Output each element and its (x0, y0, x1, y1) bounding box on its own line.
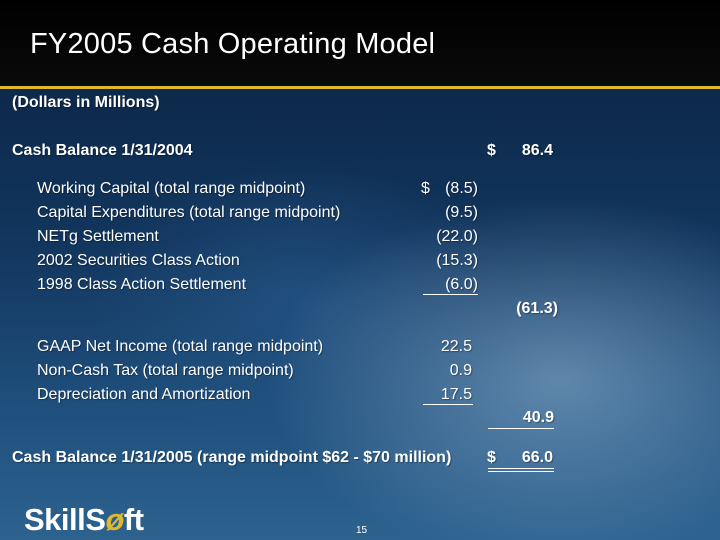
skillsoft-logo: SkillSøft (24, 502, 144, 538)
closing-balance-currency: $ (487, 449, 496, 466)
opening-balance-currency: $ (487, 142, 496, 159)
sources-row-value: 22.5 (440, 338, 472, 355)
uses-row-value: (22.0) (436, 228, 478, 245)
gold-divider (0, 86, 720, 89)
logo-text-end: ft (123, 502, 144, 537)
sources-row-label: Depreciation and Amortization (37, 386, 251, 403)
logo-swoosh-icon: ø (105, 502, 124, 537)
uses-row-value: (6.0) (445, 276, 478, 293)
closing-balance-value: 66.0 (521, 449, 553, 466)
uses-row-label: 2002 Securities Class Action (37, 252, 240, 269)
opening-balance-value: 86.4 (521, 142, 553, 159)
uses-row-value: (15.3) (436, 252, 478, 269)
uses-row-value: (8.5) (445, 180, 478, 197)
units-note: (Dollars in Millions) (12, 94, 160, 111)
uses-row-label: 1998 Class Action Settlement (37, 276, 247, 293)
uses-row-label: Capital Expenditures (total range midpoi… (37, 204, 341, 221)
logo-text-main: SkillS (24, 502, 106, 537)
sources-row-label: Non-Cash Tax (total range midpoint) (37, 362, 294, 379)
slide-title: FY2005 Cash Operating Model (30, 28, 436, 60)
uses-row-label: Working Capital (total range midpoint) (37, 180, 306, 197)
sources-total-underline (488, 428, 554, 429)
uses-total-value: (61.3) (516, 300, 558, 317)
sources-row-value: 17.5 (440, 386, 472, 403)
uses-row-value: (9.5) (445, 204, 478, 221)
closing-double-underline-top (488, 468, 554, 469)
title-bar: FY2005 Cash Operating Model (0, 0, 720, 86)
closing-double-underline-bottom (488, 471, 554, 472)
sources-total-value: 40.9 (522, 409, 554, 426)
page-number: 15 (356, 525, 368, 536)
closing-balance-label: Cash Balance 1/31/2005 (range midpoint $… (12, 449, 452, 466)
uses-row-label: NETg Settlement (37, 228, 159, 245)
sources-row-value: 0.9 (449, 362, 472, 379)
opening-balance-label: Cash Balance 1/31/2004 (12, 142, 193, 159)
uses-subtotal-underline (423, 294, 478, 295)
sources-row-label: GAAP Net Income (total range midpoint) (37, 338, 324, 355)
sources-subtotal-underline (423, 404, 473, 405)
uses-row-currency: $ (421, 180, 430, 197)
